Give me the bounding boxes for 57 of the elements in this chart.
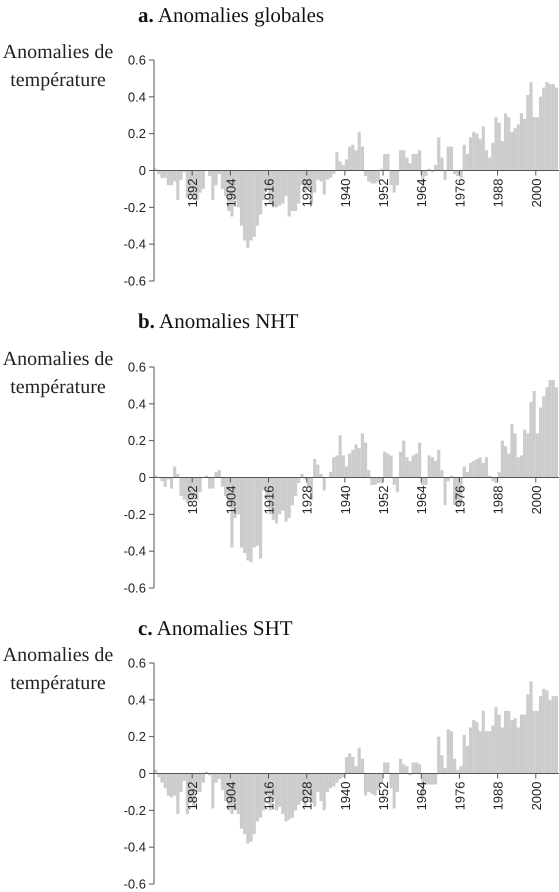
y-tick-label: 0.2 bbox=[128, 729, 146, 744]
x-tick-label: 1952 bbox=[376, 782, 392, 810]
x-tick-label: 1964 bbox=[414, 782, 430, 810]
chart-title: b. Anomalies NHT bbox=[138, 309, 299, 333]
y-axis-title: Anomalies de température bbox=[2, 348, 114, 398]
x-tick-label: 1892 bbox=[185, 486, 200, 514]
y-tick-label: 0 bbox=[138, 766, 146, 782]
y-tick-label: 0.4 bbox=[128, 89, 146, 104]
x-tick-label: 1892 bbox=[185, 178, 200, 208]
y-tick-label: -0.4 bbox=[124, 840, 146, 855]
x-tick-label: 1976 bbox=[452, 782, 468, 810]
x-tick-label: 1940 bbox=[338, 178, 353, 208]
x-tick-label: 1964 bbox=[414, 178, 430, 208]
x-tick-label: 1940 bbox=[338, 782, 353, 810]
y-tick-label: -0.6 bbox=[124, 274, 146, 289]
y-tick-label: -0.4 bbox=[124, 544, 146, 559]
y-tick-label: -0.2 bbox=[124, 200, 146, 215]
x-tick-label: 1988 bbox=[490, 178, 506, 208]
x-tick-label: 2000 bbox=[528, 486, 544, 514]
x-tick-label: 2000 bbox=[528, 782, 544, 810]
y-tick-label: 0.6 bbox=[128, 360, 146, 375]
y-tick-label: 0 bbox=[138, 163, 146, 178]
chart-title: c. Anomalies SHT bbox=[138, 616, 293, 640]
x-tick-label: 1904 bbox=[223, 178, 238, 208]
x-tick-label: 1952 bbox=[376, 178, 392, 208]
y-tick-label: -0.2 bbox=[124, 506, 146, 522]
y-tick-label: 0.2 bbox=[128, 126, 146, 142]
y-tick-label: 0 bbox=[138, 470, 146, 486]
x-tick-label: 1904 bbox=[223, 486, 238, 514]
y-tick-label: -0.2 bbox=[124, 802, 146, 818]
x-tick-label: 1976 bbox=[452, 486, 468, 514]
y-tick-label: 0.2 bbox=[128, 433, 146, 448]
x-tick-label: 1988 bbox=[490, 782, 506, 810]
x-tick-label: 1916 bbox=[262, 178, 277, 208]
x-tick-label: 2000 bbox=[528, 178, 544, 208]
x-tick-label: 1928 bbox=[300, 178, 315, 208]
x-tick-label: 1904 bbox=[223, 782, 238, 810]
y-tick-label: 0.4 bbox=[128, 396, 146, 412]
y-tick-label: 0.6 bbox=[128, 656, 146, 671]
x-tick-label: 1940 bbox=[338, 486, 353, 514]
x-tick-label: 1976 bbox=[452, 178, 468, 208]
x-tick-label: 1964 bbox=[414, 486, 430, 514]
y-tick-label: 0.6 bbox=[128, 52, 146, 68]
x-tick-label: 1892 bbox=[185, 782, 200, 810]
chart-title: a. Anomalies globales bbox=[138, 3, 324, 27]
x-tick-label: 1928 bbox=[300, 486, 315, 514]
y-axis-title: Anomalies de température bbox=[2, 41, 114, 91]
y-tick-label: -0.4 bbox=[124, 236, 146, 252]
x-tick-label: 1916 bbox=[262, 782, 277, 810]
x-tick-label: 1988 bbox=[490, 486, 506, 514]
y-tick-label: 0.4 bbox=[128, 692, 146, 708]
x-tick-label: 1916 bbox=[262, 486, 277, 514]
x-tick-label: 1928 bbox=[300, 782, 315, 810]
y-tick-label: -0.6 bbox=[124, 580, 146, 596]
y-tick-label: -0.6 bbox=[124, 876, 146, 892]
x-tick-label: 1952 bbox=[376, 486, 392, 514]
y-axis-title: Anomalies de température bbox=[2, 644, 114, 694]
